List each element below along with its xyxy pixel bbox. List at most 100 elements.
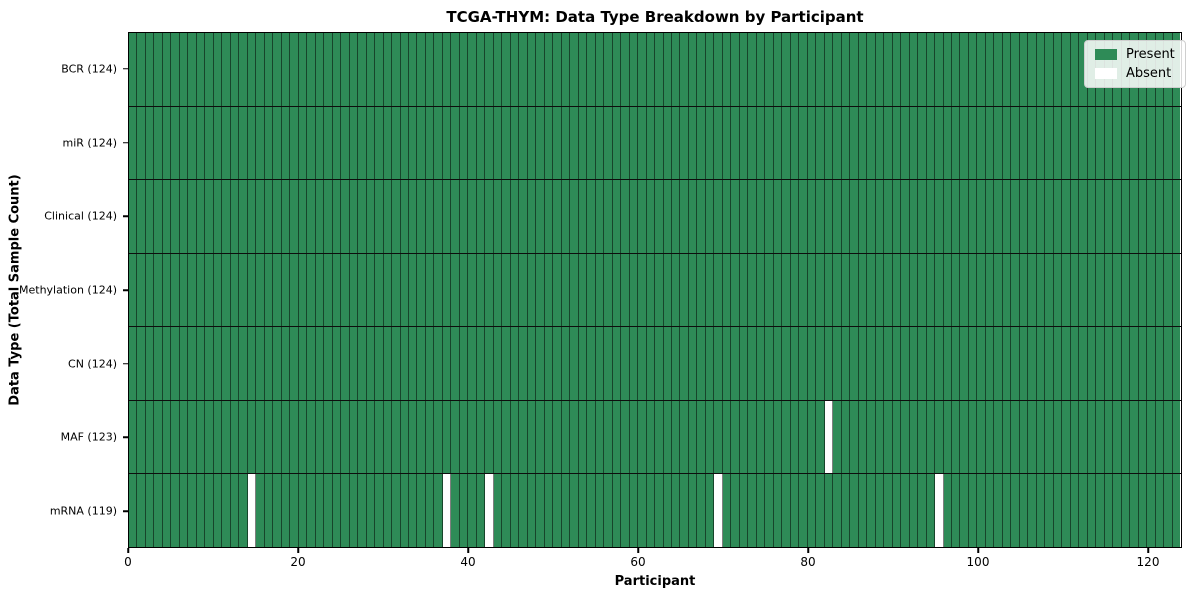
heatmap-cell bbox=[315, 180, 325, 253]
heatmap-cell bbox=[358, 400, 367, 474]
heatmap-cell bbox=[485, 327, 494, 400]
heatmap-cell bbox=[400, 180, 409, 253]
heatmap-cell bbox=[1045, 400, 1054, 474]
absent-swatch bbox=[1095, 68, 1117, 79]
heatmap-cell bbox=[985, 400, 995, 474]
heatmap-cell bbox=[341, 106, 350, 180]
heatmap-cell bbox=[1028, 253, 1037, 327]
heatmap-cell bbox=[926, 180, 936, 253]
heatmap-cell bbox=[824, 474, 834, 548]
heatmap-cell bbox=[655, 253, 664, 327]
y-tick-label: Clinical (124) bbox=[44, 209, 117, 223]
y-tick-mark bbox=[123, 68, 128, 70]
heatmap-cell bbox=[239, 327, 248, 400]
heatmap-cell bbox=[519, 327, 528, 400]
heatmap-cell bbox=[858, 106, 868, 180]
heatmap-cell bbox=[655, 106, 664, 180]
heatmap-cell bbox=[1019, 474, 1029, 548]
heatmap-cell bbox=[1062, 474, 1071, 548]
x-tick-label: 0 bbox=[124, 555, 132, 569]
heatmap-cell bbox=[672, 400, 681, 474]
heatmap-cell bbox=[264, 180, 274, 253]
heatmap-cell bbox=[383, 33, 393, 106]
heatmap-cell bbox=[349, 327, 359, 400]
heatmap-cell bbox=[230, 327, 240, 400]
heatmap-cell bbox=[171, 474, 180, 548]
heatmap-cell bbox=[1011, 400, 1020, 474]
heatmap-cell bbox=[807, 327, 817, 400]
heatmap-cell bbox=[527, 106, 537, 180]
heatmap-cell bbox=[765, 106, 774, 180]
heatmap-cell bbox=[1028, 474, 1037, 548]
heatmap-cell bbox=[705, 180, 715, 253]
heatmap-cell bbox=[943, 180, 952, 253]
heatmap-cell bbox=[1053, 327, 1063, 400]
heatmap-cell bbox=[884, 474, 893, 548]
heatmap-cell bbox=[748, 106, 757, 180]
heatmap-cell bbox=[536, 33, 545, 106]
heatmap-cell bbox=[799, 33, 808, 106]
heatmap-cell bbox=[570, 33, 579, 106]
heatmap-cell bbox=[341, 400, 350, 474]
heatmap-cell bbox=[392, 33, 401, 106]
heatmap-cell bbox=[1019, 33, 1029, 106]
heatmap-cell bbox=[570, 180, 579, 253]
heatmap-cell bbox=[366, 106, 376, 180]
x-tick-mark bbox=[467, 548, 469, 553]
heatmap-cell bbox=[400, 400, 409, 474]
heatmap-cell bbox=[1062, 253, 1071, 327]
heatmap-cell bbox=[247, 106, 257, 180]
heatmap-cell bbox=[587, 33, 596, 106]
heatmap-cell bbox=[561, 327, 571, 400]
heatmap-cell bbox=[629, 106, 639, 180]
heatmap-cell bbox=[442, 253, 452, 327]
heatmap-cell bbox=[756, 400, 766, 474]
heatmap-cell bbox=[1002, 106, 1012, 180]
y-tick-mark bbox=[123, 215, 128, 218]
heatmap-cell bbox=[1002, 474, 1012, 548]
heatmap-cell bbox=[1096, 106, 1105, 180]
heatmap-cell bbox=[1113, 474, 1122, 548]
heatmap-cell bbox=[918, 474, 927, 548]
heatmap-cell bbox=[994, 327, 1003, 400]
heatmap-cell bbox=[400, 327, 409, 400]
heatmap-cell bbox=[1011, 253, 1020, 327]
heatmap-cell bbox=[672, 106, 681, 180]
heatmap-cell bbox=[1070, 400, 1080, 474]
heatmap-cell bbox=[688, 474, 698, 548]
heatmap-cell bbox=[1121, 327, 1131, 400]
heatmap-cell bbox=[705, 400, 715, 474]
x-tick-mark bbox=[1147, 548, 1149, 553]
heatmap-cell bbox=[833, 400, 842, 474]
y-tick-mark bbox=[123, 289, 128, 291]
heatmap-cell bbox=[493, 474, 503, 548]
heatmap-cell bbox=[332, 33, 342, 106]
heatmap-cell bbox=[790, 106, 800, 180]
heatmap-cell bbox=[595, 180, 605, 253]
heatmap-cell bbox=[1172, 327, 1181, 400]
heatmap-cell bbox=[765, 180, 774, 253]
heatmap-cell bbox=[205, 180, 214, 253]
heatmap-cell bbox=[994, 400, 1003, 474]
heatmap-cell bbox=[714, 253, 723, 327]
heatmap-cell bbox=[468, 180, 477, 253]
heatmap-cell bbox=[824, 327, 834, 400]
heatmap-cell bbox=[731, 180, 740, 253]
heatmap-cell bbox=[935, 33, 944, 106]
heatmap-cell bbox=[137, 327, 146, 400]
heatmap-cell bbox=[850, 253, 859, 327]
heatmap-cell bbox=[1036, 327, 1046, 400]
heatmap-cell bbox=[663, 253, 672, 327]
heatmap-cell bbox=[375, 180, 384, 253]
heatmap-cell bbox=[790, 474, 800, 548]
heatmap-cell bbox=[901, 33, 910, 106]
heatmap-cell bbox=[213, 253, 223, 327]
heatmap-cell bbox=[561, 474, 571, 548]
heatmap-cell bbox=[358, 253, 367, 327]
heatmap-cell bbox=[739, 253, 749, 327]
heatmap-cell bbox=[960, 474, 969, 548]
heatmap-cell bbox=[985, 180, 995, 253]
heatmap-cell bbox=[1087, 474, 1097, 548]
heatmap-cell bbox=[1147, 327, 1156, 400]
heatmap-cell bbox=[417, 327, 426, 400]
